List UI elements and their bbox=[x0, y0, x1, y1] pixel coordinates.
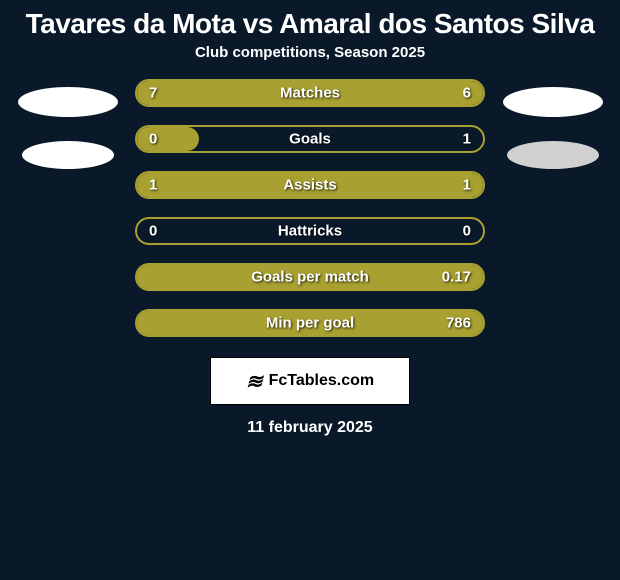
stat-value-right: 6 bbox=[463, 85, 471, 102]
team-logo-left-2 bbox=[22, 141, 114, 169]
stat-label: Goals per match bbox=[251, 269, 369, 286]
stat-label: Matches bbox=[280, 85, 340, 102]
stat-value-right: 0.17 bbox=[442, 269, 471, 286]
stat-row: 7 Matches 6 bbox=[135, 79, 485, 107]
right-team-col bbox=[495, 79, 610, 169]
team-logo-right-2 bbox=[507, 141, 599, 169]
stat-label: Min per goal bbox=[266, 315, 354, 332]
team-logo-left-1 bbox=[18, 87, 118, 117]
stat-row: Min per goal 786 bbox=[135, 309, 485, 337]
stat-value-right: 0 bbox=[463, 223, 471, 240]
stat-value-right: 786 bbox=[446, 315, 471, 332]
stat-label: Hattricks bbox=[278, 223, 342, 240]
bar-fill-right bbox=[324, 81, 483, 105]
team-logo-right-1 bbox=[503, 87, 603, 117]
stat-value-left: 1 bbox=[149, 177, 157, 194]
page-title: Tavares da Mota vs Amaral dos Santos Sil… bbox=[0, 0, 620, 44]
stat-label: Assists bbox=[283, 177, 336, 194]
stat-row: 0 Hattricks 0 bbox=[135, 217, 485, 245]
stat-value-left: 7 bbox=[149, 85, 157, 102]
stat-value-right: 1 bbox=[463, 131, 471, 148]
stat-value-left: 0 bbox=[149, 131, 157, 148]
subtitle: Club competitions, Season 2025 bbox=[0, 44, 620, 79]
date-label: 11 february 2025 bbox=[0, 419, 620, 437]
stat-row: 0 Goals 1 bbox=[135, 125, 485, 153]
watermark-text: FcTables.com bbox=[269, 372, 375, 390]
stat-row: 1 Assists 1 bbox=[135, 171, 485, 199]
stat-value-right: 1 bbox=[463, 177, 471, 194]
stat-bars: 7 Matches 6 0 Goals 1 1 Assists 1 0 Hattricks 0 Goal… bbox=[135, 79, 485, 337]
stat-row: Goals per match 0.17 bbox=[135, 263, 485, 291]
comparison-content: 7 Matches 6 0 Goals 1 1 Assists 1 0 Hattricks 0 Goal… bbox=[0, 79, 620, 337]
watermark: ≋ FcTables.com bbox=[210, 357, 410, 405]
watermark-icon: ≋ bbox=[246, 369, 263, 394]
stat-value-left: 0 bbox=[149, 223, 157, 240]
left-team-col bbox=[10, 79, 125, 169]
bar-fill-left bbox=[137, 127, 199, 151]
stat-label: Goals bbox=[289, 131, 331, 148]
